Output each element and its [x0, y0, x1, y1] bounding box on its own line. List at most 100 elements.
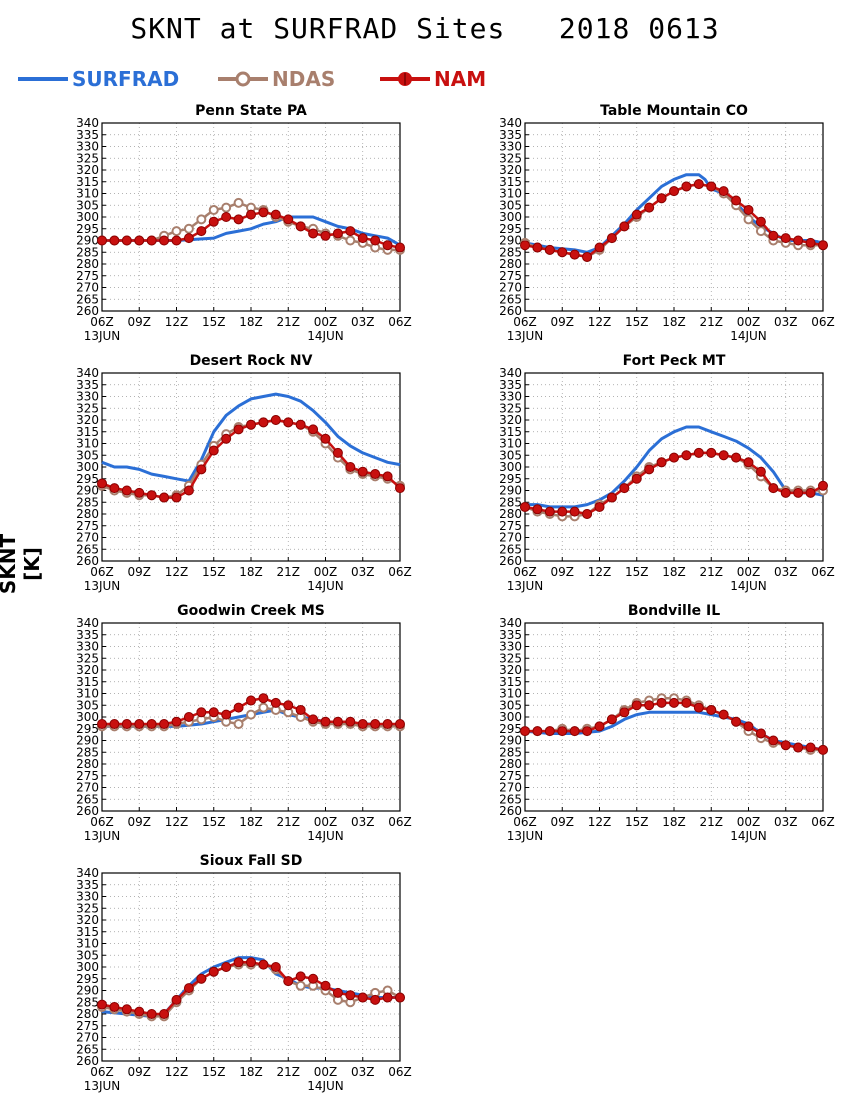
data-point-ndas: [233, 197, 244, 208]
x-tick-label: 00Z: [737, 315, 761, 329]
data-point-nam: [644, 464, 655, 475]
data-point-nam: [270, 697, 281, 708]
data-point-nam: [382, 471, 393, 482]
data-point-nam: [693, 702, 704, 713]
x-tick-label: 18Z: [662, 565, 686, 579]
x-tick-label: 18Z: [239, 315, 263, 329]
y-tick-label: 340: [76, 616, 99, 630]
data-point-nam: [818, 480, 828, 491]
data-point-nam: [606, 492, 617, 503]
data-point-nam: [171, 716, 182, 727]
data-point-nam: [345, 226, 356, 237]
data-point-nam: [283, 700, 294, 711]
data-point-nam: [656, 697, 667, 708]
data-point-nam: [780, 740, 791, 751]
y-tick-label: 275: [76, 769, 99, 783]
y-tick-label: 335: [76, 128, 99, 142]
x-tick-label: 18Z: [662, 315, 686, 329]
y-tick-label: 340: [76, 116, 99, 130]
data-point-nam: [395, 719, 405, 730]
y-tick-label: 280: [499, 757, 522, 771]
x-tick-label: 15Z: [202, 815, 226, 829]
data-point-nam: [370, 994, 381, 1005]
data-point-nam: [706, 447, 717, 458]
data-point-nam: [283, 976, 294, 987]
data-point-nam: [619, 707, 630, 718]
x-tick-label: 15Z: [625, 315, 649, 329]
y-tick-label: 270: [76, 781, 99, 795]
y-tick-label: 310: [76, 937, 99, 951]
data-point-nam: [532, 242, 543, 253]
page-title: SKNT at SURFRAD Sites 2018 0613: [130, 12, 720, 45]
y-tick-label: 260: [76, 1054, 99, 1068]
x-tick-label: 06Z: [388, 565, 412, 579]
y-tick-label: 300: [76, 210, 99, 224]
y-tick-label: 310: [499, 437, 522, 451]
data-point-nam: [196, 707, 207, 718]
data-point-nam: [370, 469, 381, 480]
data-point-nam: [644, 202, 655, 213]
y-tick-label: 340: [499, 616, 522, 630]
data-point-nam: [357, 992, 368, 1003]
data-point-nam: [308, 973, 319, 984]
data-point-nam: [320, 716, 331, 727]
data-point-nam: [134, 719, 145, 730]
y-tick-label: 305: [499, 198, 522, 212]
y-tick-label: 280: [499, 257, 522, 271]
date-label: 13JUN: [507, 829, 544, 843]
y-tick-label: 315: [76, 425, 99, 439]
data-point-nam: [395, 992, 405, 1003]
data-point-nam: [656, 457, 667, 468]
y-tick-label: 285: [76, 995, 99, 1009]
data-point-nam: [246, 209, 256, 220]
data-point-nam: [582, 509, 593, 519]
data-point-nam: [619, 483, 630, 494]
x-tick-label: 21Z: [277, 565, 301, 579]
data-point-nam: [631, 209, 642, 220]
data-point-nam: [134, 1006, 145, 1017]
data-point-nam: [208, 445, 219, 456]
x-tick-label: 06Z: [513, 315, 537, 329]
x-tick-label: 15Z: [625, 815, 649, 829]
data-point-nam: [768, 483, 779, 494]
data-point-nam: [134, 487, 145, 498]
data-point-nam: [382, 240, 393, 251]
x-tick-label: 06Z: [513, 815, 537, 829]
data-point-nam: [818, 744, 828, 755]
data-point-nam: [295, 419, 306, 430]
data-point-nam: [755, 466, 766, 477]
x-tick-label: 09Z: [128, 1065, 152, 1079]
x-tick-label: 03Z: [774, 315, 798, 329]
x-tick-label: 21Z: [700, 815, 724, 829]
data-point-nam: [121, 485, 132, 496]
data-point-nam: [159, 719, 170, 730]
y-tick-label: 275: [499, 769, 522, 783]
data-point-nam: [357, 719, 368, 730]
data-point-ndas: [196, 214, 207, 225]
data-point-ndas: [258, 702, 269, 713]
data-point-nam: [134, 235, 145, 246]
data-point-nam: [520, 240, 530, 251]
data-point-nam: [743, 721, 754, 732]
y-tick-label: 340: [499, 366, 522, 380]
x-tick-label: 15Z: [202, 1065, 226, 1079]
series-line-nam: [525, 701, 824, 752]
y-tick-label: 335: [76, 378, 99, 392]
x-tick-label: 21Z: [277, 815, 301, 829]
x-tick-label: 12Z: [588, 565, 612, 579]
y-tick-label: 315: [499, 675, 522, 689]
y-tick-label: 275: [76, 1019, 99, 1033]
data-point-nam: [681, 697, 692, 708]
x-tick-label: 18Z: [662, 815, 686, 829]
data-point-nam: [246, 957, 256, 968]
y-tick-label: 335: [76, 628, 99, 642]
data-point-nam: [109, 1001, 120, 1012]
x-tick-label: 21Z: [277, 315, 301, 329]
y-tick-label: 300: [499, 460, 522, 474]
x-tick-label: 12Z: [165, 565, 189, 579]
y-tick-label: 300: [499, 210, 522, 224]
data-point-nam: [669, 186, 679, 197]
data-point-nam: [706, 704, 717, 715]
data-point-nam: [183, 983, 194, 994]
x-tick-label: 00Z: [737, 815, 761, 829]
